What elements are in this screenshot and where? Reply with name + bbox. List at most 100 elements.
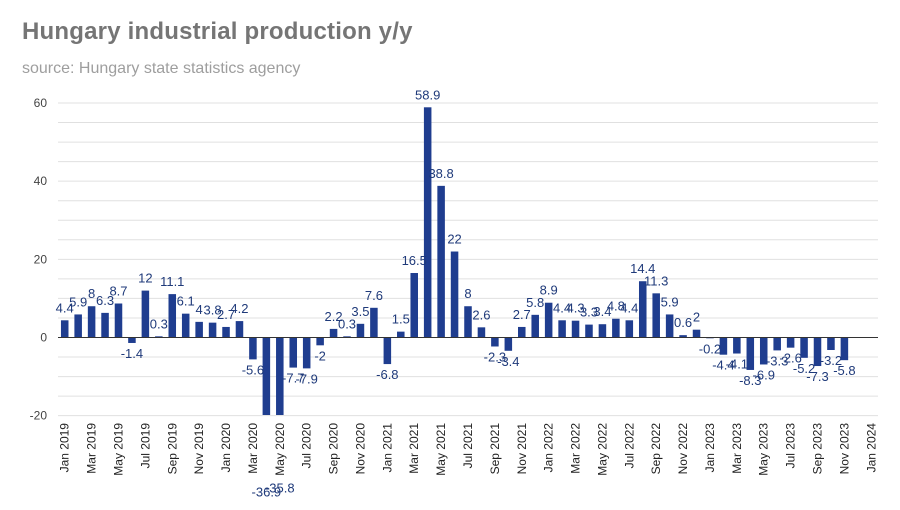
x-tick-label: Sep 2020 <box>327 423 341 475</box>
bar <box>235 321 244 338</box>
y-tick-label: 0 <box>40 331 47 345</box>
bar <box>840 337 849 361</box>
bar <box>101 312 109 338</box>
data-label: 14.4 <box>630 261 655 276</box>
bar <box>383 337 392 365</box>
data-label: 4.4 <box>553 300 571 315</box>
bar <box>262 337 271 415</box>
x-tick-label: Sep 2023 <box>811 423 825 475</box>
x-tick-label: May 2022 <box>595 423 609 476</box>
x-tick-label: Nov 2021 <box>515 423 529 475</box>
x-tick-label: Nov 2020 <box>353 423 367 475</box>
bar <box>571 320 580 338</box>
bar <box>665 314 674 338</box>
bar <box>249 337 257 360</box>
data-label: 2.7 <box>513 307 531 322</box>
y-tick-label: -20 <box>30 409 48 423</box>
data-label: 8.7 <box>109 283 127 298</box>
bar <box>786 337 795 348</box>
data-label: -5.6 <box>242 362 264 377</box>
x-tick-label: Mar 2019 <box>85 423 99 474</box>
x-tick-label: May 2021 <box>434 423 448 476</box>
x-tick-label: Jan 2019 <box>58 423 72 473</box>
data-label: 11.3 <box>644 273 668 288</box>
bar <box>625 320 634 338</box>
data-label: 3.4 <box>593 304 611 319</box>
bar <box>316 337 324 346</box>
bar <box>733 337 741 354</box>
data-label: 4.4 <box>620 300 638 315</box>
data-label: -2.6 <box>779 351 801 366</box>
data-label: 7.6 <box>365 288 383 303</box>
data-label: -36.9 <box>252 485 282 500</box>
bar <box>504 337 513 351</box>
gridlines <box>58 102 878 417</box>
data-label: 4 <box>196 302 203 317</box>
data-label: 1.5 <box>392 312 410 327</box>
bar <box>638 281 647 338</box>
data-label: 6.3 <box>96 293 114 308</box>
bar <box>423 107 432 338</box>
data-label: -35.8 <box>265 480 295 495</box>
data-label: 4.3 <box>567 301 585 316</box>
data-label: 4.8 <box>607 299 625 314</box>
bar <box>302 337 311 369</box>
bar <box>397 331 405 338</box>
bar <box>195 321 203 338</box>
chart-title: Hungary industrial production y/y <box>22 18 413 45</box>
x-tick-label: Jan 2024 <box>864 423 878 473</box>
data-label: 4.2 <box>230 301 248 316</box>
data-label: 8.9 <box>540 283 558 298</box>
data-label: 5.8 <box>526 295 544 310</box>
data-label: 11.1 <box>160 274 184 289</box>
x-tick-label: Nov 2022 <box>676 423 690 475</box>
x-axis-ticks: Jan 2019 Mar 2019 May 2019 Jul 2019 Sep 2019… <box>58 423 879 476</box>
bar <box>827 337 835 351</box>
data-label: -7.9 <box>295 371 317 386</box>
data-label: -3.4 <box>497 354 519 369</box>
x-tick-label: Jul 2023 <box>784 423 798 469</box>
chart-subtitle: source: Hungary state statistics agency <box>22 60 301 77</box>
data-label: -8.3 <box>739 373 761 388</box>
data-label: -4.4 <box>712 358 734 373</box>
bar <box>437 185 445 338</box>
y-tick-label: 20 <box>34 252 48 266</box>
data-label: -6.9 <box>753 367 775 382</box>
bar <box>612 318 620 338</box>
x-tick-label: May 2023 <box>757 423 771 476</box>
x-tick-label: Jan 2021 <box>380 423 394 473</box>
data-label: -2 <box>314 348 326 363</box>
data-label: 2 <box>693 310 700 325</box>
data-label: -3.3 <box>766 353 788 368</box>
data-label: -0.2 <box>699 341 721 356</box>
x-tick-label: Jul 2022 <box>622 423 636 469</box>
data-label: -4.1 <box>726 357 748 372</box>
data-label: -5.2 <box>793 361 815 376</box>
y-tick-label: 40 <box>34 174 48 188</box>
data-label: 0.3 <box>338 316 356 331</box>
data-label: 6.1 <box>177 294 195 309</box>
bar <box>759 337 768 365</box>
x-tick-label: May 2019 <box>111 423 125 476</box>
data-label: 0.6 <box>674 315 692 330</box>
bar <box>746 337 755 370</box>
x-tick-label: Jul 2019 <box>138 423 152 469</box>
x-tick-label: Mar 2021 <box>407 423 421 474</box>
x-tick-label: Sep 2019 <box>165 423 179 475</box>
data-label: -2.3 <box>484 349 506 364</box>
bar <box>114 303 123 338</box>
data-label: 2.2 <box>325 309 343 324</box>
y-tick-label: 60 <box>34 96 48 110</box>
bar <box>585 324 593 338</box>
bar <box>679 335 687 338</box>
bar <box>222 326 230 338</box>
bar <box>168 294 177 338</box>
data-label: 5.9 <box>661 294 679 309</box>
data-label: -7.3 <box>806 369 828 384</box>
data-label: 58.9 <box>415 87 440 102</box>
data-label: 3.3 <box>580 305 598 320</box>
bar <box>800 337 808 358</box>
bar <box>329 328 338 338</box>
bar <box>598 324 607 338</box>
